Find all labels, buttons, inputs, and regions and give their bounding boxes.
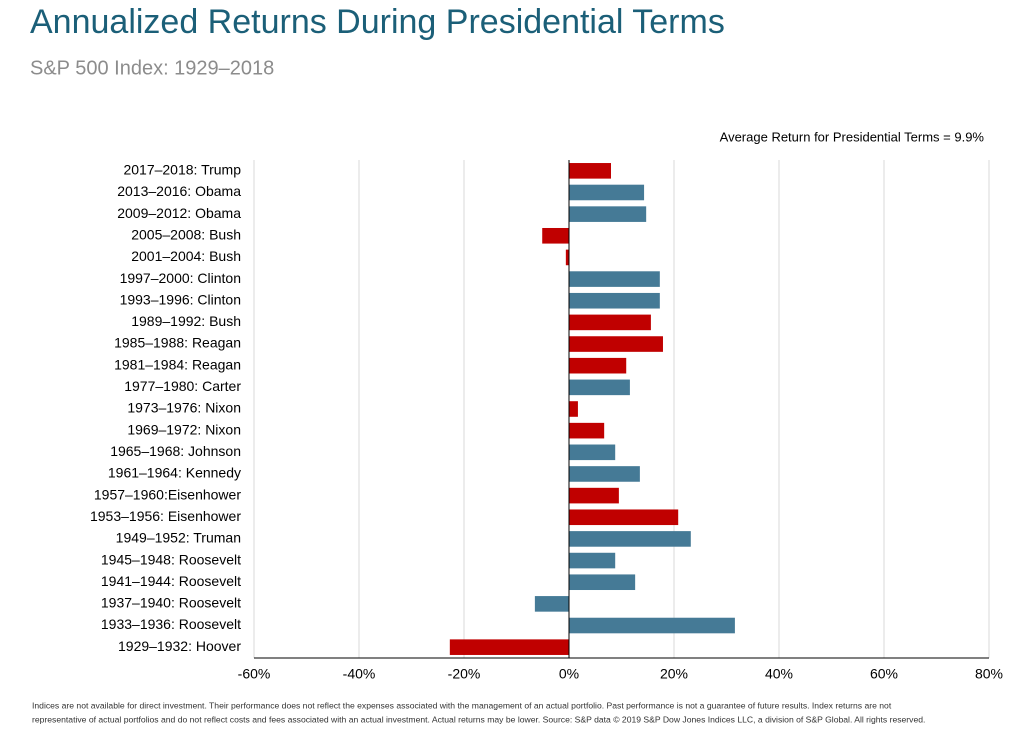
y-tick-label: 1969–1972: Nixon: [127, 421, 241, 437]
bar: [449, 639, 569, 655]
y-tick-label: 1989–1992: Bush: [131, 313, 241, 329]
bar: [569, 292, 660, 309]
bar: [569, 617, 735, 634]
x-tick-label: -20%: [448, 666, 481, 682]
annotation: Average Return for Presidential Terms = …: [720, 129, 985, 144]
y-tick-label: 2013–2016: Obama: [117, 183, 241, 199]
y-tick-label: 2001–2004: Bush: [131, 248, 241, 264]
y-tick-label: 1985–1988: Reagan: [114, 335, 241, 351]
bar: [569, 444, 616, 461]
y-tick-label: 1957–1960:Eisenhower: [94, 486, 241, 502]
bar: [569, 487, 619, 504]
y-tick-label: 1993–1996: Clinton: [120, 291, 241, 307]
x-tick-label: 40%: [765, 666, 793, 682]
y-tick-label: 1937–1940: Roosevelt: [101, 595, 241, 611]
bar: [569, 509, 679, 526]
bar: [542, 227, 569, 244]
y-tick-label: 2009–2012: Obama: [117, 205, 241, 221]
x-tick-label: 60%: [870, 666, 898, 682]
y-tick-label: 1981–1984: Reagan: [114, 356, 241, 372]
bar: [565, 249, 569, 266]
bar: [569, 552, 616, 569]
bar: [569, 336, 663, 352]
x-tick-label: 80%: [975, 666, 1003, 682]
bar: [569, 574, 636, 591]
y-tick-label: 2017–2018: Trump: [123, 162, 241, 178]
bar: [569, 531, 691, 547]
y-tick-label: 1965–1968: Johnson: [110, 443, 241, 459]
bar: [569, 466, 640, 482]
x-tick-label: 20%: [660, 666, 688, 682]
x-tick-label: -60%: [238, 666, 271, 682]
x-tick-label: -40%: [343, 666, 376, 682]
bar: [569, 357, 627, 374]
y-tick-label: 1973–1976: Nixon: [127, 400, 241, 416]
y-tick-label: 1941–1944: Roosevelt: [101, 573, 241, 589]
bar: [534, 596, 569, 612]
bar: [569, 379, 630, 396]
y-tick-label: 1953–1956: Eisenhower: [90, 508, 241, 524]
footnote: Indices are not available for direct inv…: [32, 700, 892, 710]
bar: [569, 271, 660, 287]
y-tick-label: 1933–1936: Roosevelt: [101, 616, 241, 632]
y-tick-label: 1949–1952: Truman: [116, 530, 241, 546]
y-tick-label: 1977–1980: Carter: [124, 378, 241, 394]
y-tick-label: 2005–2008: Bush: [131, 226, 241, 242]
y-tick-label: 1997–2000: Clinton: [120, 270, 241, 286]
chart-title: Annualized Returns During Presidential T…: [30, 3, 725, 41]
bar: [569, 422, 605, 439]
bar: [569, 184, 645, 201]
chart-subtitle: S&P 500 Index: 1929–2018: [30, 57, 274, 79]
y-tick-label: 1929–1932: Hoover: [118, 638, 241, 654]
footnote: representative of actual portfolios and …: [32, 714, 925, 724]
bar: [569, 314, 651, 331]
bar: [569, 163, 611, 179]
x-tick-label: 0%: [559, 666, 579, 682]
bar: [569, 401, 578, 417]
y-tick-label: 1945–1948: Roosevelt: [101, 551, 241, 567]
y-tick-label: 1961–1964: Kennedy: [108, 465, 241, 481]
bar: [569, 206, 647, 222]
